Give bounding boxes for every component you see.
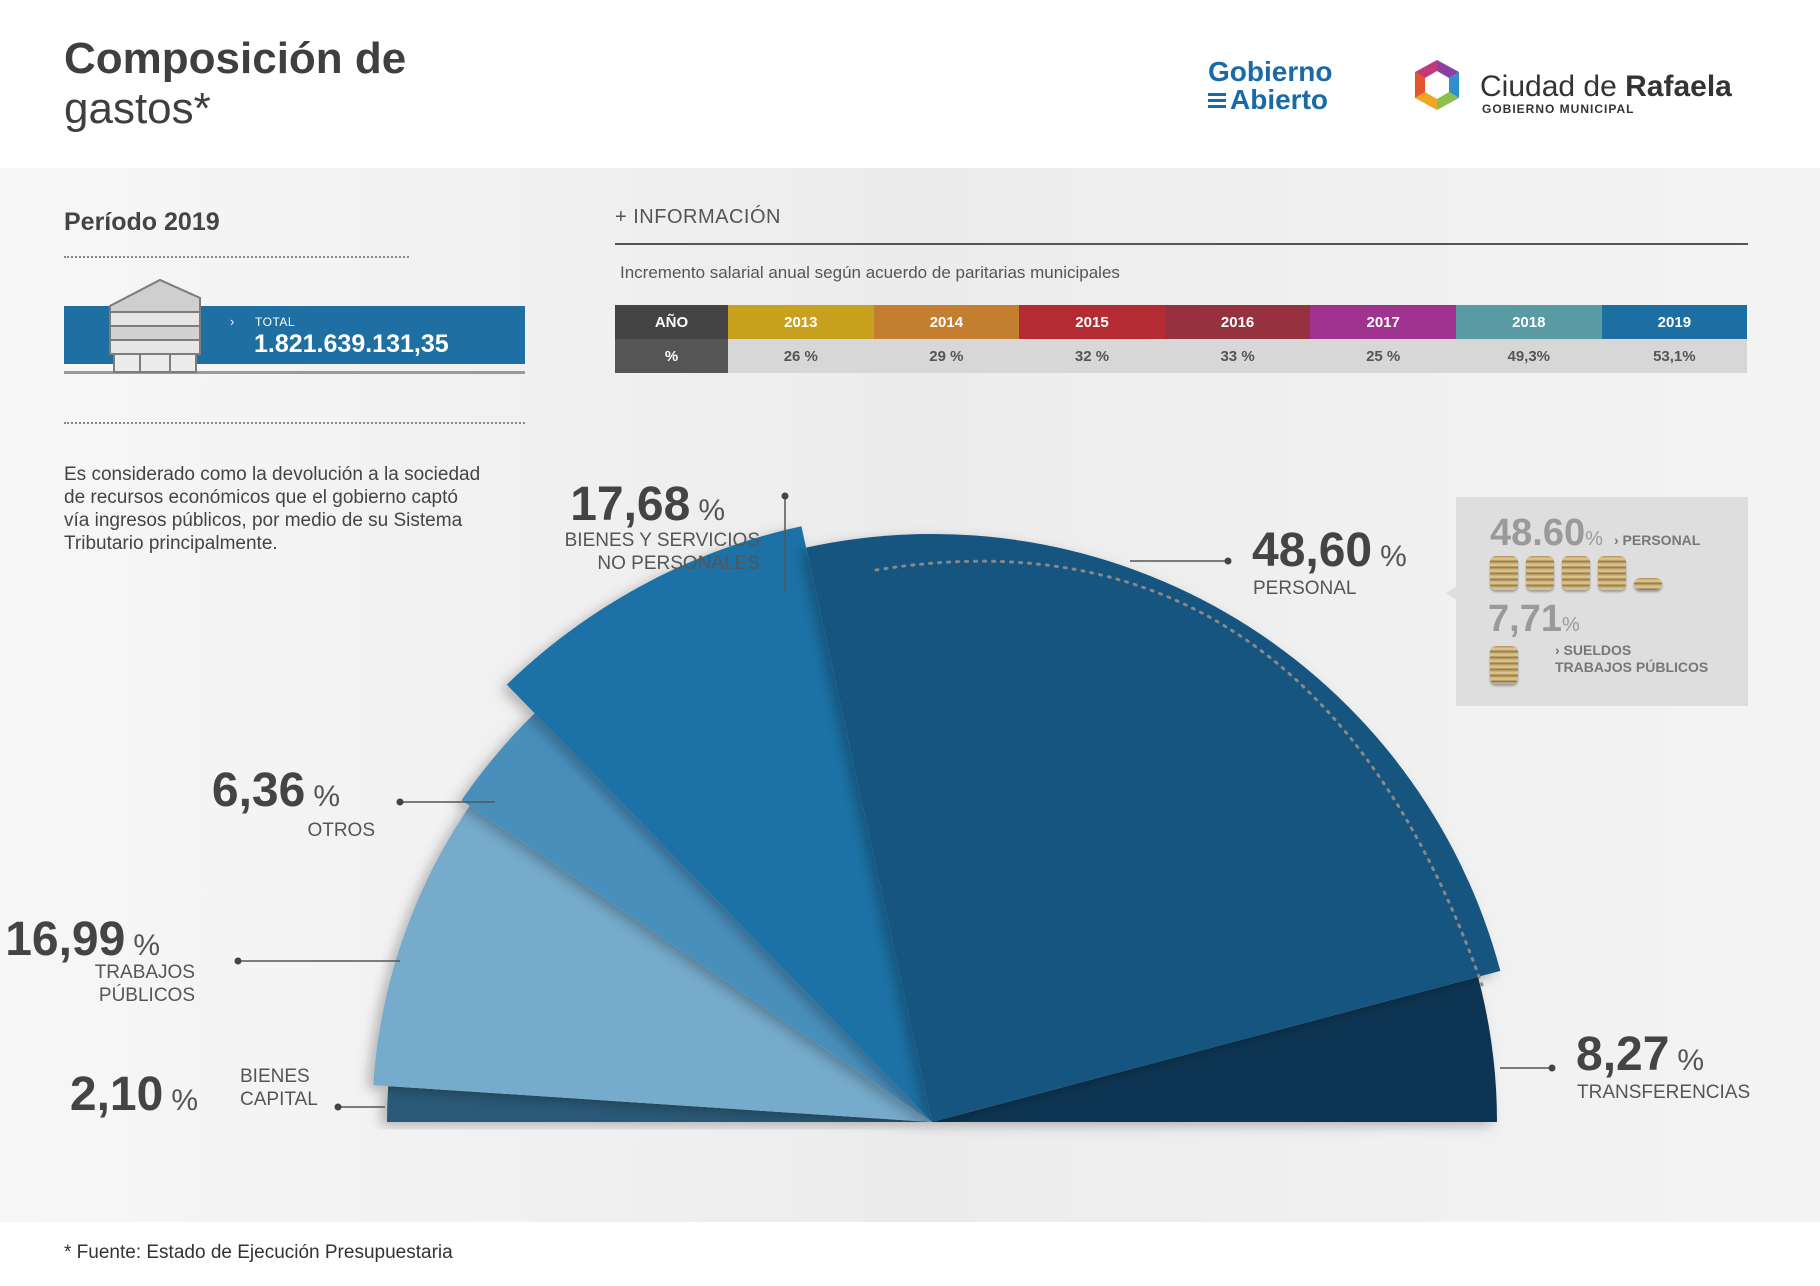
pie-slice xyxy=(932,976,1497,1122)
gobierno-abierto-logo: Gobierno Abierto xyxy=(1208,58,1332,114)
info-subtitle: Incremento salarial anual según acuerdo … xyxy=(620,263,1120,282)
ciudad-rafaela-logo-subtitle: GOBIERNO MUNICIPAL xyxy=(1482,102,1635,116)
slice-category-label: BIENES xyxy=(240,1066,310,1087)
dotted-divider-2 xyxy=(64,422,525,424)
year-cell: 2015 xyxy=(1019,305,1165,339)
logo-text-abierto: Abierto xyxy=(1230,84,1328,115)
total-label: TOTAL xyxy=(255,315,296,329)
pct-cell: 33 % xyxy=(1164,339,1311,373)
chevron-right-icon: › xyxy=(230,314,235,329)
info-divider xyxy=(615,243,1748,245)
leader-dot xyxy=(1548,1064,1556,1072)
table-row-years: AÑO 2013 2014 2015 2016 2017 2018 2019 xyxy=(615,305,1748,339)
total-value: 1.821.639.131,35 xyxy=(254,330,449,358)
slice-category-label: BIENES Y SERVICIOS xyxy=(565,530,760,551)
slice-value-label: 2,10% xyxy=(70,1068,198,1121)
lines-icon xyxy=(1208,90,1228,111)
personal-arc-dotted xyxy=(874,559,1484,987)
personal-detail-value: 48.60% xyxy=(1490,512,1603,554)
year-cell: 2017 xyxy=(1310,305,1456,339)
logo-text-gobierno: Gobierno xyxy=(1208,56,1333,87)
pct-header: % xyxy=(615,339,728,373)
coin-icon xyxy=(1634,578,1662,590)
slice-category-label: TRANSFERENCIAS xyxy=(1577,1082,1750,1103)
year-cell: 2013 xyxy=(728,305,874,339)
description-text: Es considerado como la devolución a la s… xyxy=(64,464,481,554)
ciudad-rafaela-hexagon-icon xyxy=(1415,60,1459,110)
sueldos-detail-value: 7,71% xyxy=(1488,598,1580,640)
leader-dot xyxy=(781,492,789,500)
slice-category-label: OTROS xyxy=(307,820,375,841)
coin-stack-icon xyxy=(1490,556,1518,590)
slice-value-label: 48,60% xyxy=(1252,524,1407,577)
coin-stack-icon xyxy=(1598,556,1626,590)
year-cell: 2019 xyxy=(1601,305,1748,339)
pct-cell: 53,1% xyxy=(1601,339,1748,373)
coin-stack-icon xyxy=(1562,556,1590,590)
pie-slice xyxy=(387,1086,932,1122)
table-row-percentages: % 26 % 29 % 32 % 33 % 25 % 49,3% 53,1% xyxy=(615,339,1748,373)
year-cell: 2018 xyxy=(1455,305,1602,339)
slice-value-label: 17,68% xyxy=(570,478,725,531)
leader-dot xyxy=(334,1103,342,1111)
slice-category-label: NO PERSONALES xyxy=(597,553,760,574)
total-underline xyxy=(64,371,525,374)
pie-slice xyxy=(373,805,932,1122)
sueldos-detail-label: › SUELDOS TRABAJOS PÚBLICOS xyxy=(1555,642,1709,675)
callout-pointer xyxy=(1446,584,1460,602)
pct-cell: 29 % xyxy=(873,339,1020,373)
slice-value-label: 8,27% xyxy=(1576,1028,1704,1081)
slice-category-label: TRABAJOS xyxy=(95,962,195,983)
leader-dot xyxy=(396,798,404,806)
dotted-divider xyxy=(64,256,409,258)
header: Composición de gastos* Gobierno Abierto … xyxy=(0,0,1820,168)
page-title-line2: gastos* xyxy=(64,84,211,133)
pct-cell: 32 % xyxy=(1019,339,1165,373)
coin-stack-icon xyxy=(1526,556,1554,590)
info-title: + INFORMACIÓN xyxy=(615,206,781,228)
building-icon-overlay xyxy=(109,278,201,373)
year-cell: 2016 xyxy=(1164,305,1311,339)
period-title: Período 2019 xyxy=(64,208,220,236)
slice-category-label: PERSONAL xyxy=(1253,578,1356,599)
coin-stack-icon xyxy=(1490,646,1518,684)
pct-cell: 25 % xyxy=(1310,339,1456,373)
year-cell: 2014 xyxy=(873,305,1020,339)
personal-detail-label: › PERSONAL xyxy=(1614,532,1701,548)
ciudad-rafaela-logo-text: Ciudad de Rafaela xyxy=(1480,70,1732,103)
footnote: * Fuente: Estado de Ejecución Presupuest… xyxy=(64,1242,453,1263)
pie-slice xyxy=(461,713,932,1122)
leader-dot xyxy=(1224,557,1232,565)
slice-category-label: CAPITAL xyxy=(240,1089,318,1110)
year-header: AÑO xyxy=(615,305,728,339)
pie-slice xyxy=(806,533,1501,1122)
leader-dot xyxy=(234,957,242,965)
slice-value-label: 16,99% xyxy=(5,913,160,966)
pie-slice xyxy=(506,526,932,1122)
salary-increase-table: AÑO 2013 2014 2015 2016 2017 2018 2019 % 26 % 2… xyxy=(615,305,1748,373)
pct-cell: 26 % xyxy=(728,339,874,373)
slice-value-label: 6,36% xyxy=(212,764,340,817)
slice-category-label: PÚBLICOS xyxy=(99,984,195,1006)
pct-cell: 49,3% xyxy=(1455,339,1602,373)
page-title: Composición de xyxy=(64,34,407,83)
